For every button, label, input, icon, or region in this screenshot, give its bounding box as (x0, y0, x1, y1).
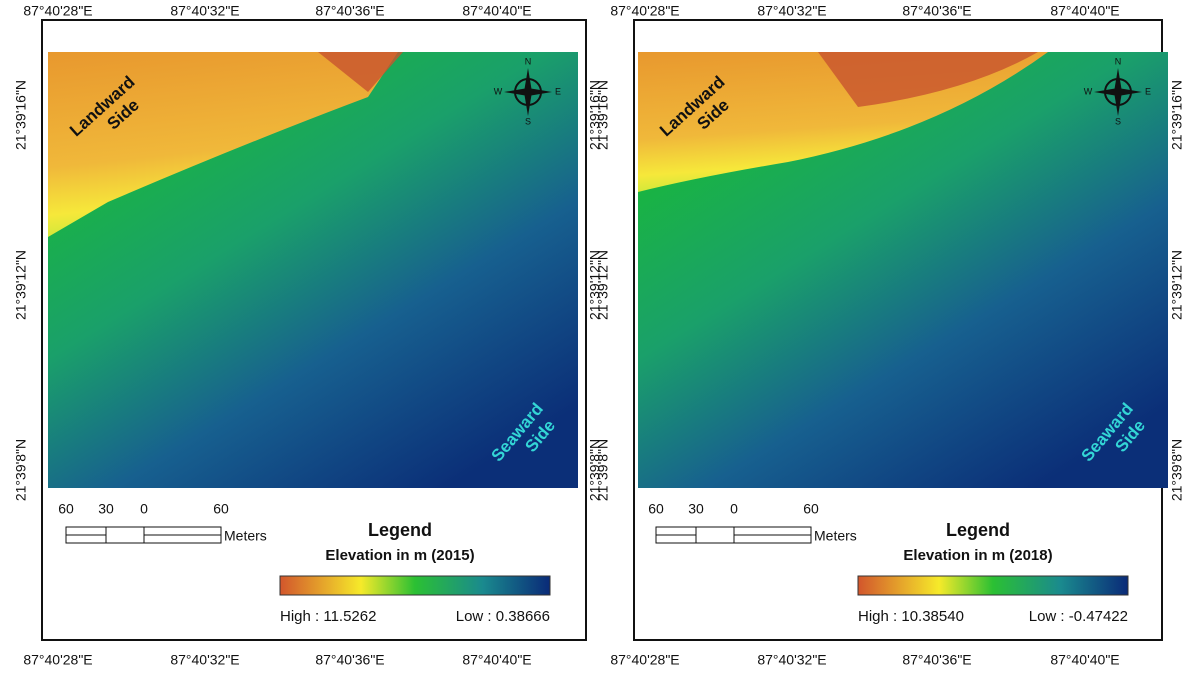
bottom-longitude-label: 87°40'40"E (1050, 652, 1119, 668)
legend-high: High : 11.5262 (280, 608, 376, 625)
compass-letter: E (1145, 86, 1151, 96)
left-latitude-label: 21°39'16"N (595, 80, 611, 150)
legend-subtitle: Elevation in m (2018) (903, 547, 1052, 564)
bottom-longitude-label: 87°40'28"E (610, 652, 679, 668)
scale-tick-label: 60 (803, 501, 819, 517)
bottom-longitude-label: 87°40'32"E (757, 652, 826, 668)
scale-tick-label: 0 (140, 501, 148, 517)
scale-tick-label: 30 (98, 501, 114, 517)
scale-bar (655, 526, 812, 544)
top-longitude-label: 87°40'40"E (462, 3, 531, 19)
bottom-longitude-label: 87°40'32"E (170, 652, 239, 668)
scale-tick-label: 60 (213, 501, 229, 517)
bottom-longitude-label: 87°40'40"E (462, 652, 531, 668)
scale-tick-label: 0 (730, 501, 738, 517)
scale-unit: Meters (224, 528, 267, 544)
top-longitude-label: 87°40'32"E (170, 3, 239, 19)
scale-bar (65, 526, 222, 544)
scale-tick-label: 30 (688, 501, 704, 517)
legend-subtitle: Elevation in m (2015) (325, 547, 474, 564)
scale-tick-label: 60 (648, 501, 664, 517)
top-longitude-label: 87°40'36"E (315, 3, 384, 19)
legend-high: High : 10.38540 (858, 608, 964, 625)
compass-letter: N (525, 56, 532, 66)
compass-letter: W (1084, 86, 1093, 96)
right-latitude-label: 21°39'12"N (587, 250, 603, 320)
top-longitude-label: 87°40'28"E (610, 3, 679, 19)
left-latitude-label: 21°39'12"N (13, 250, 29, 320)
compass-letter: S (525, 116, 531, 126)
compass-letter: E (555, 86, 561, 96)
left-latitude-label: 21°39'8"N (595, 439, 611, 501)
bottom-longitude-label: 87°40'36"E (902, 652, 971, 668)
right-latitude-label: 21°39'16"N (587, 80, 603, 150)
bottom-longitude-label: 87°40'36"E (315, 652, 384, 668)
legend-ramp (279, 575, 551, 596)
compass-rose (504, 68, 552, 116)
scale-unit: Meters (814, 528, 857, 544)
compass-letter: W (494, 86, 503, 96)
left-latitude-label: 21°39'8"N (13, 439, 29, 501)
high-ridge (818, 52, 1038, 107)
top-longitude-label: 87°40'32"E (757, 3, 826, 19)
high-ridge (318, 52, 403, 92)
compass-letter: S (1115, 116, 1121, 126)
right-latitude-label: 21°39'12"N (1169, 250, 1185, 320)
map-panel: 87°40'28"E 87°40'28"E 87°40'32"E 87°40'32"E… (13, 3, 603, 668)
legend-title: Legend (368, 520, 432, 540)
legend-low: Low : 0.38666 (456, 608, 550, 625)
top-longitude-label: 87°40'40"E (1050, 3, 1119, 19)
compass-rose (1094, 68, 1142, 116)
legend-ramp (857, 575, 1129, 596)
left-latitude-label: 21°39'12"N (595, 250, 611, 320)
map-panel: 87°40'28"E 87°40'28"E 87°40'32"E 87°40'32"E… (595, 3, 1185, 668)
panel-frame (41, 19, 587, 641)
right-latitude-label: 21°39'16"N (1169, 80, 1185, 150)
landward-elevation (48, 52, 398, 237)
scale-tick-label: 60 (58, 501, 74, 517)
compass-letter: N (1115, 56, 1122, 66)
legend-title: Legend (946, 520, 1010, 540)
top-longitude-label: 87°40'28"E (23, 3, 92, 19)
legend-low: Low : -0.47422 (1029, 608, 1128, 625)
bottom-longitude-label: 87°40'28"E (23, 652, 92, 668)
right-latitude-label: 21°39'8"N (1169, 439, 1185, 501)
right-latitude-label: 21°39'8"N (587, 439, 603, 501)
top-longitude-label: 87°40'36"E (902, 3, 971, 19)
left-latitude-label: 21°39'16"N (13, 80, 29, 150)
